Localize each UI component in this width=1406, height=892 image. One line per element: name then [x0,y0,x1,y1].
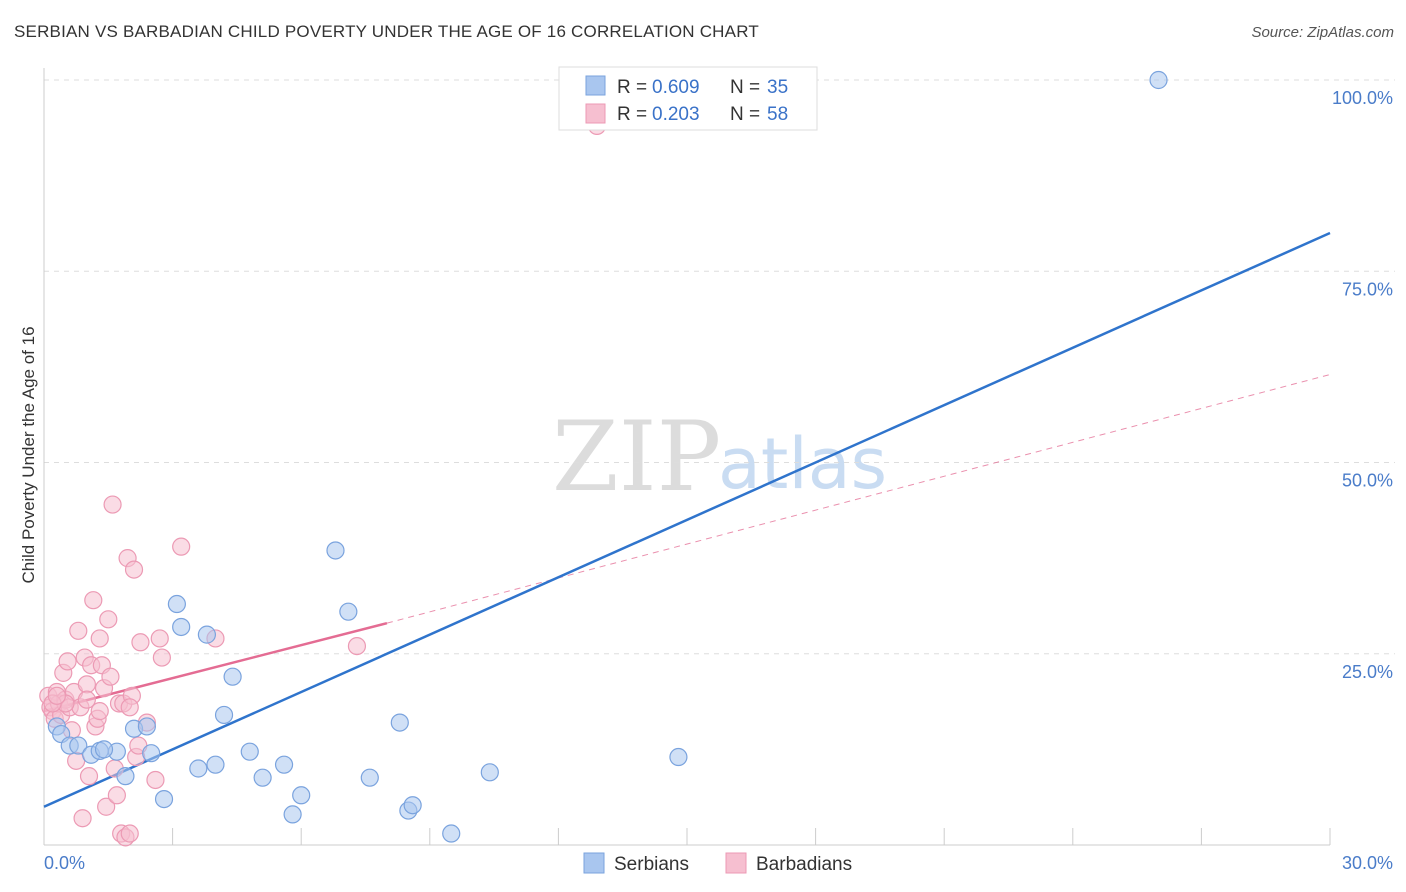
serbians-point [283,805,302,824]
barbadians-trend-extension [386,374,1331,624]
serbians-points [47,70,1168,843]
barbadians-point [90,629,109,648]
legend-r-label-serbians: R = [617,77,647,98]
serbians-point [240,742,259,761]
trend-lines [43,231,1331,808]
legend-n-label-barbadians: N = [730,104,760,125]
serbians-trend-line [43,231,1331,808]
serbians-point [206,755,225,774]
barbadians-point [172,537,191,556]
grid-lines [44,79,1395,655]
serbians-point [142,744,161,763]
legend-r-value-serbians: 0.609 [652,77,700,98]
serbians-point [274,755,294,774]
legend-swatch-barbadians [585,103,606,124]
serbians-point [94,740,114,759]
y-tick-label: 75.0% [1342,279,1393,299]
source-label: Source: ZipAtlas.com [1251,24,1394,41]
barbadians-point [79,767,99,786]
stats-legend: R = 0.609 N = 35 R = 0.203 N = 58 [558,66,818,131]
legend-swatch-serbians [585,75,606,96]
serbians-point [154,789,174,809]
barbadians-point [120,824,139,843]
chart-title: SERBIAN VS BARBADIAN CHILD POVERTY UNDER… [14,22,759,41]
barbadians-point [120,698,139,717]
serbians-point [669,747,688,767]
y-tick-labels: 25.0% 50.0% 75.0% 100.0% [1332,88,1393,682]
serbians-point [390,713,409,732]
legend-r-label-barbadians: R = [617,104,647,125]
serbians-point [172,617,191,637]
serbians-point [403,796,422,815]
barbadians-point [131,633,150,652]
barbadians-point [347,636,367,656]
legend-r-value-barbadians: 0.203 [652,104,700,125]
serbians-point [442,824,461,843]
barbadians-point [97,797,116,816]
barbadians-point [99,610,118,629]
x-tick-label-min: 0.0% [44,853,85,873]
x-tick-labels: 0.0% 30.0% [44,853,1393,873]
series-legend: Serbians Barbadians [583,852,852,875]
serbians-point [167,594,186,614]
barbadians-point [107,786,126,805]
barbadians-point [146,770,165,790]
serbians-point [137,717,156,736]
serbians-point [480,763,499,782]
barbadians-point [150,629,169,648]
serbians-point [339,602,358,621]
serbians-point [326,541,345,560]
serbians-point [223,667,242,686]
axes [43,68,1331,846]
barbadians-point [124,560,144,579]
y-tick-label: 25.0% [1342,662,1393,682]
watermark-atlas: atlas [718,423,887,505]
serbians-point [197,625,216,644]
barbadians-point [47,686,66,705]
barbadians-point [73,809,92,828]
barbadians-point [103,495,122,514]
serbians-point [116,767,135,786]
barbadians-point [84,591,103,610]
series-legend-swatch-barbadians [725,852,747,874]
barbadians-point [58,652,77,671]
x-tick-label-max: 30.0% [1342,853,1393,873]
watermark-zip: ZIP [552,401,721,513]
legend-n-label-serbians: N = [730,77,760,98]
serbians-point [189,759,208,778]
serbians-point [360,768,379,787]
barbadians-point [77,675,96,694]
y-axis-label: Child Poverty Under the Age of 16 [19,326,38,583]
barbadians-point [152,648,171,667]
serbians-point [69,736,88,755]
y-tick-label: 50.0% [1342,471,1393,491]
barbadians-point [90,702,109,721]
legend-n-value-serbians: 35 [767,77,788,98]
barbadians-point [101,667,120,686]
serbians-point [292,786,311,805]
series-legend-swatch-serbians [583,852,605,874]
barbadians-points [39,116,607,847]
legend-n-value-barbadians: 58 [767,104,788,125]
serbians-point [1149,70,1168,90]
serbians-point [253,768,272,787]
serbians-point [214,705,234,725]
y-tick-label: 100.0% [1332,88,1393,108]
barbadians-point [77,690,96,709]
series-legend-label-barbadians: Barbadians [756,854,852,875]
barbadians-point [69,621,88,640]
series-legend-label-serbians: Serbians [614,854,689,875]
